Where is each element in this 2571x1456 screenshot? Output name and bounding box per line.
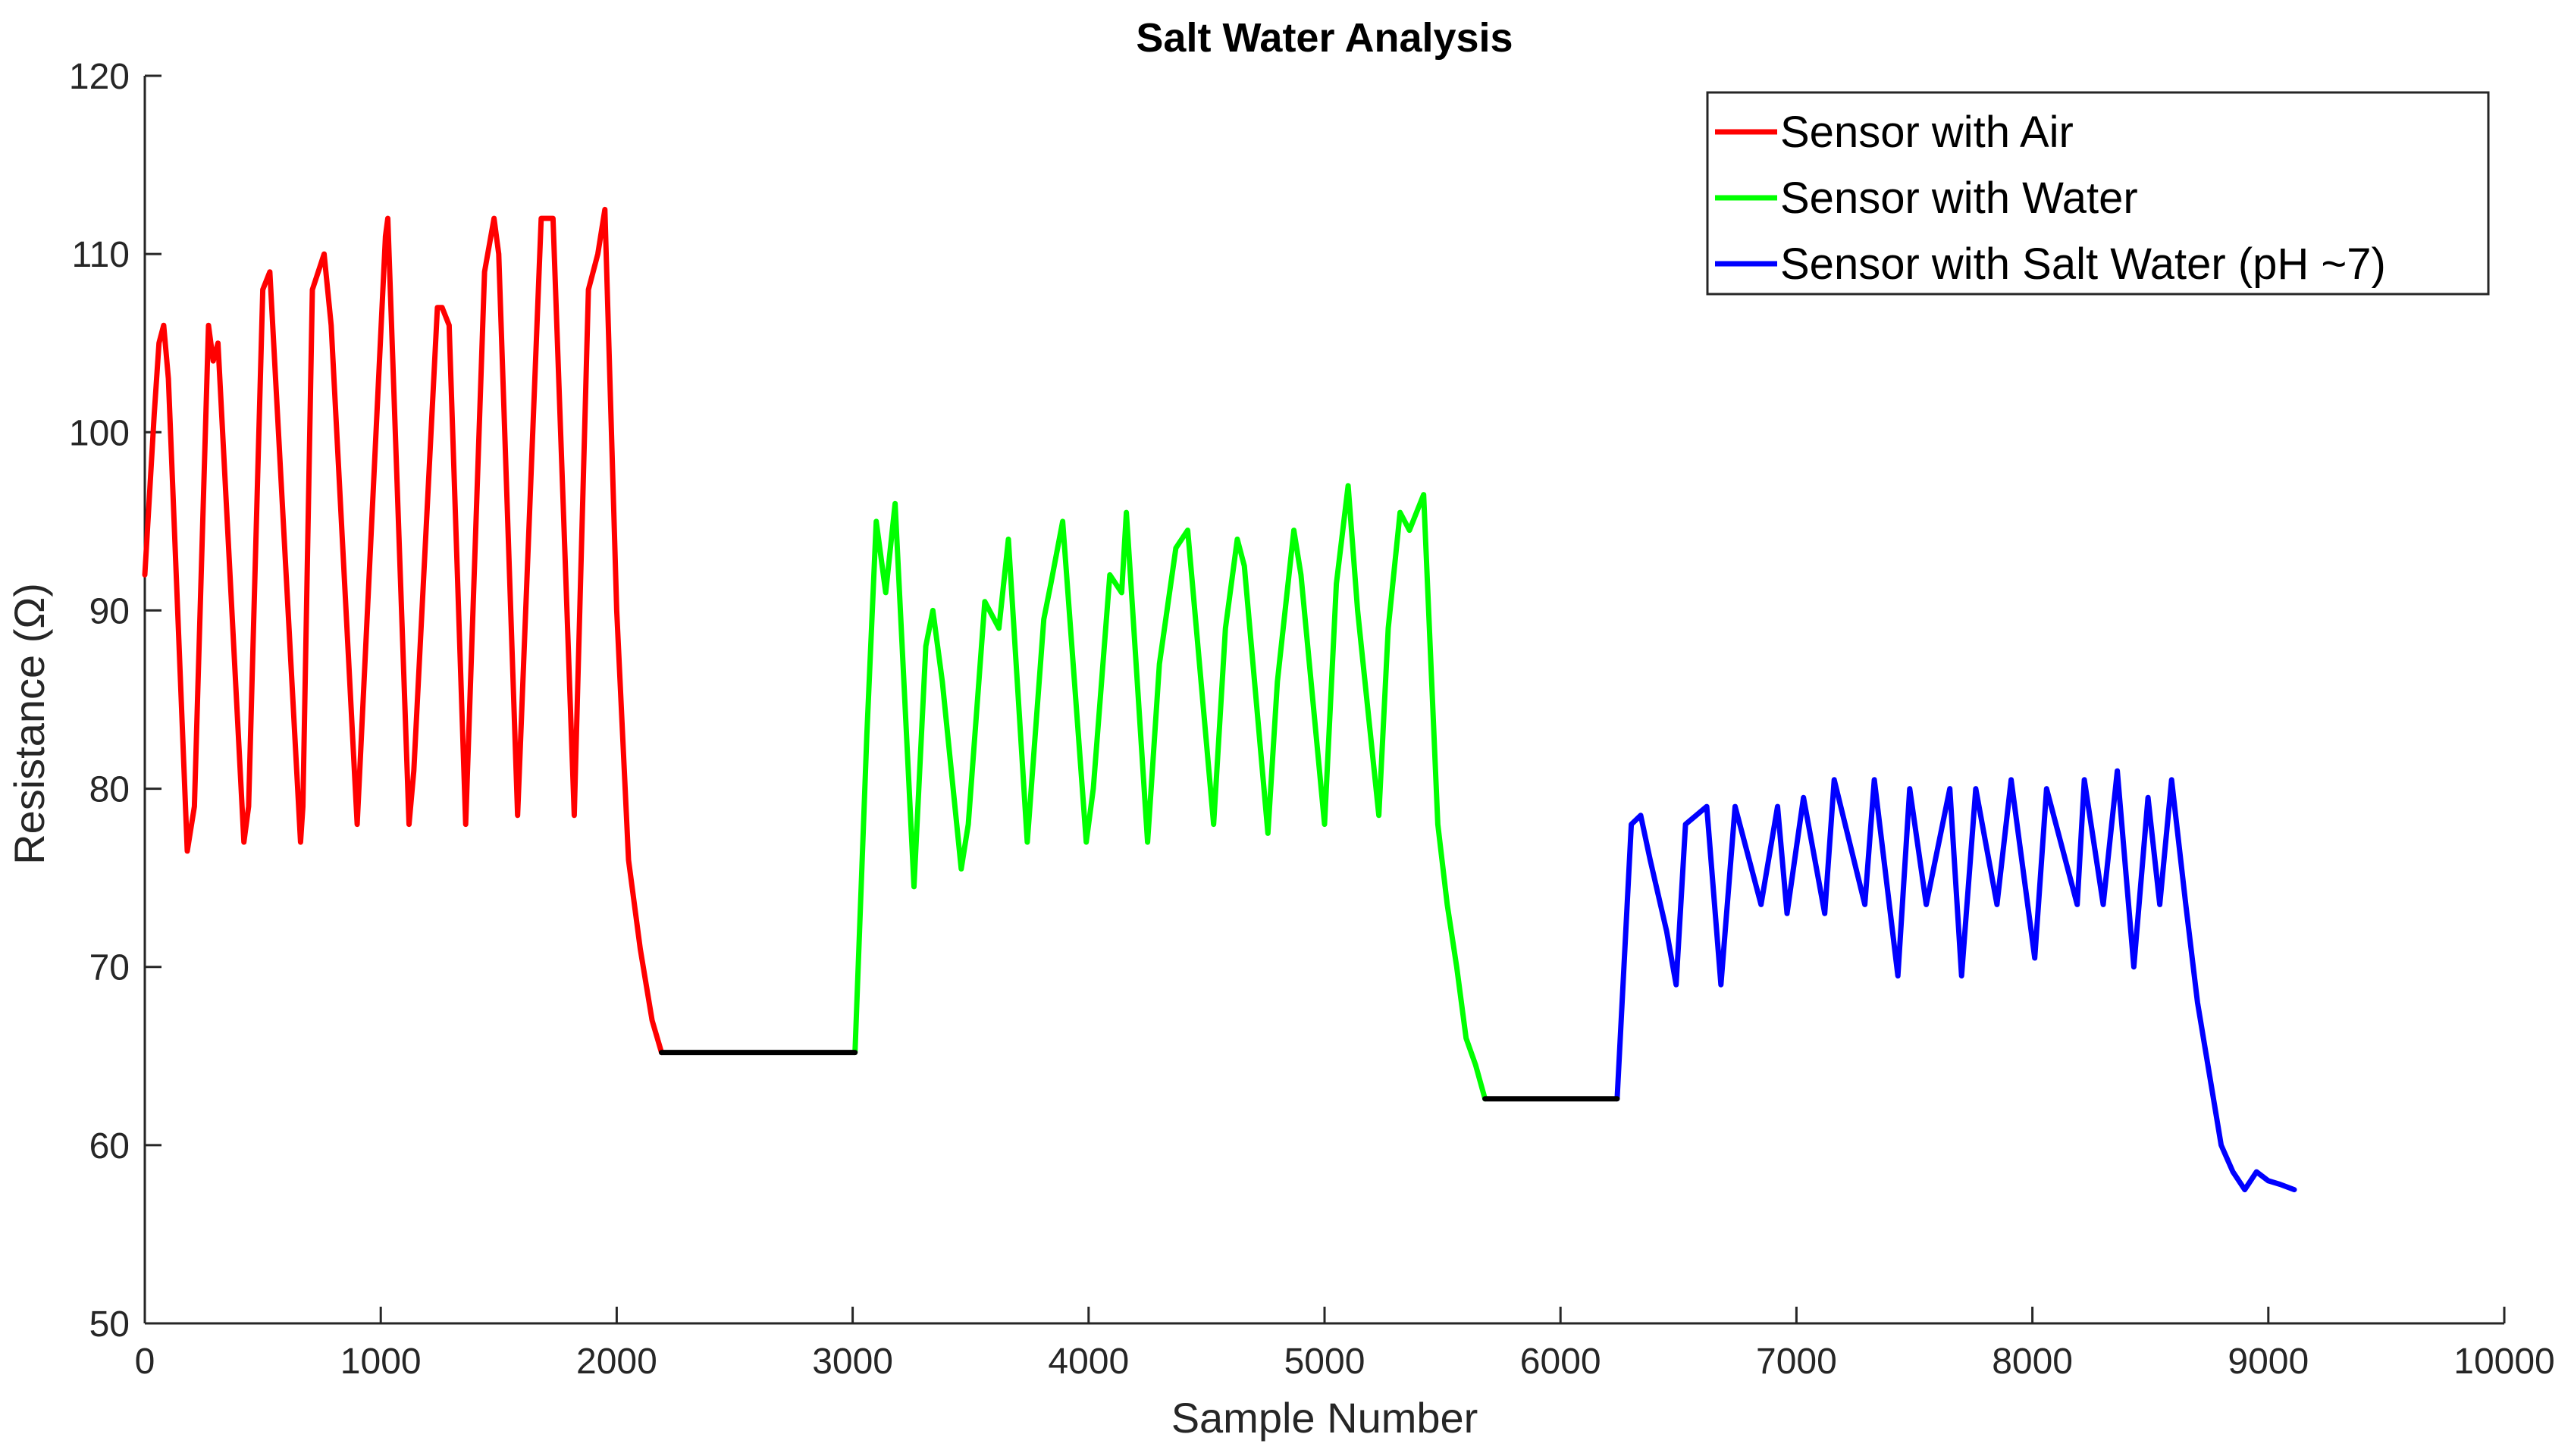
x-tick-label: 2000: [576, 1342, 657, 1382]
x-tick-label: 4000: [1048, 1342, 1129, 1382]
y-tick-label: 110: [71, 235, 130, 275]
x-tick-label: 6000: [1520, 1342, 1601, 1382]
y-tick-label: 90: [89, 591, 130, 631]
axes: 0 1000 2000 3000 4000 5000 6000 7000 8000 9000 100…: [69, 57, 2555, 1382]
x-tick-label: 8000: [1992, 1342, 2073, 1382]
legend-label: Sensor with Salt Water (pH ~7): [1780, 240, 2386, 289]
legend-box: [1706, 91, 2490, 296]
legend-label: Sensor with Water: [1780, 174, 2138, 223]
series-lines: [142, 206, 2297, 1193]
x-tick-label: 9000: [2228, 1342, 2309, 1382]
y-tick-label: 70: [89, 948, 130, 988]
y-axis-label: Resistance (Ω): [5, 583, 53, 865]
legend: Sensor with Air Sensor with Water Sensor w…: [1706, 91, 2490, 296]
legend-label: Sensor with Air: [1780, 108, 2074, 157]
series-line-sensor-with-water: [852, 483, 1488, 1102]
chart-title: Salt Water Analysis: [1136, 15, 1513, 61]
x-tick-label: 7000: [1756, 1342, 1837, 1382]
x-tick-label: 0: [135, 1342, 155, 1382]
x-tick-label: 10000: [2453, 1342, 2554, 1382]
series-line-sensor-with-air: [142, 206, 664, 1056]
y-tick-label: 50: [89, 1304, 130, 1345]
x-tick-label: 1000: [340, 1342, 422, 1382]
series-line-sensor-with-salt-water-ph-7: [1614, 768, 2297, 1193]
x-axis-label: Sample Number: [1171, 1394, 1478, 1442]
y-tick-label: 60: [89, 1126, 130, 1166]
y-tick-label: 120: [69, 57, 130, 97]
x-tick-label: 3000: [812, 1342, 893, 1382]
y-tick-label: 100: [69, 413, 130, 453]
x-tick-label: 5000: [1284, 1342, 1365, 1382]
y-tick-label: 80: [89, 770, 130, 810]
